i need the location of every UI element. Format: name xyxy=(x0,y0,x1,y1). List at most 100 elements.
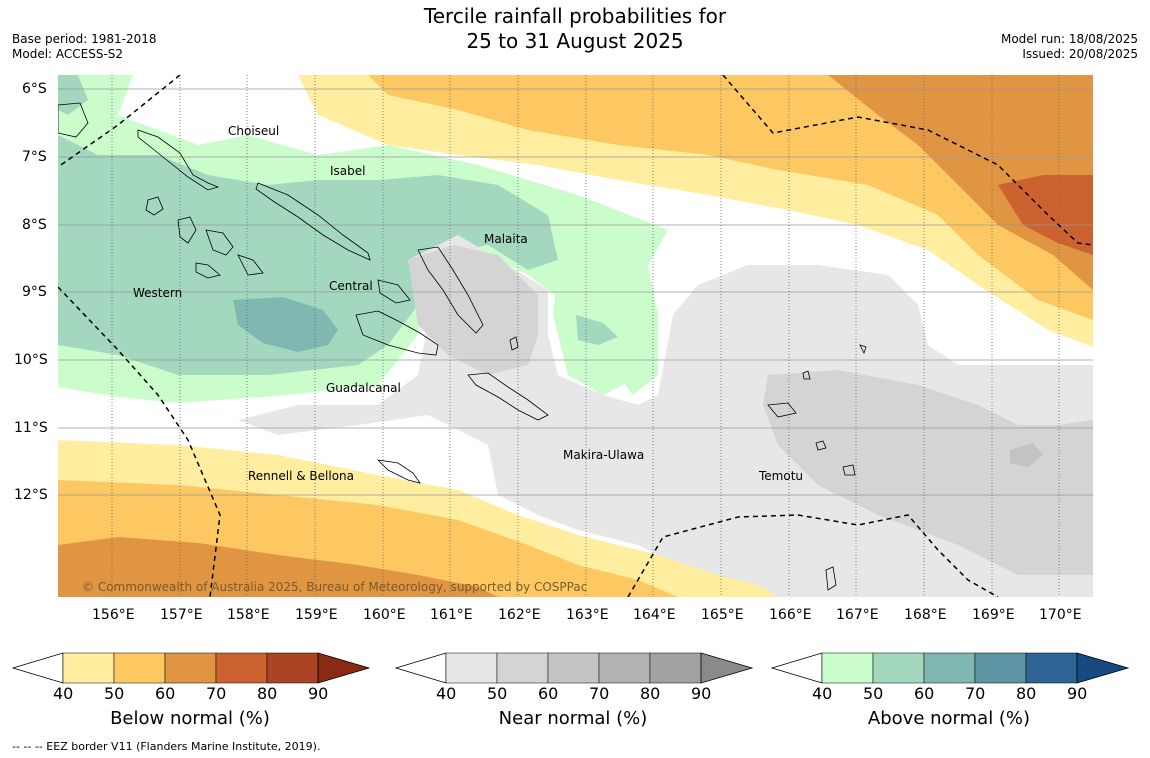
issued-date: Issued: 20/08/2025 xyxy=(1022,47,1138,61)
colorbar-tick-label: 70 xyxy=(965,684,986,703)
lat-label: 10°S xyxy=(14,352,48,368)
lon-label: 159°E xyxy=(295,607,338,623)
colorbar-swatch xyxy=(649,652,702,684)
lat-label: 7°S xyxy=(22,149,47,165)
colorbar-tick-label: 90 xyxy=(691,684,712,703)
rennell-island xyxy=(376,459,421,484)
map-title: Tercile rainfall probabilities for 25 to… xyxy=(0,4,1150,54)
region-label-western: Western xyxy=(133,286,183,300)
colorbar-tick-label: 40 xyxy=(436,684,457,703)
colorbar-under-triangle xyxy=(771,652,823,684)
small-malaita-island xyxy=(509,336,519,351)
colorbar-swatch xyxy=(547,652,600,684)
eez-borders xyxy=(58,75,1093,597)
colorbar-tick-label: 70 xyxy=(589,684,610,703)
near-50-area xyxy=(408,245,538,375)
above-60-area xyxy=(233,297,338,352)
guadalcanal-island xyxy=(355,310,439,356)
map-plot xyxy=(58,75,1093,597)
colorbar-tick-label: 40 xyxy=(812,684,833,703)
colorbar-under-triangle xyxy=(395,652,447,684)
lat-label: 9°S xyxy=(22,284,47,300)
eez-border-nw xyxy=(58,75,181,168)
region-label-guadalcanal: Guadalcanal xyxy=(326,381,401,395)
colorbar-tick-label: 50 xyxy=(487,684,508,703)
santa-cruz-island xyxy=(767,402,797,418)
colorbar-over-triangle xyxy=(700,652,753,684)
lon-label: 160°E xyxy=(363,607,406,623)
reef-islands xyxy=(859,344,867,355)
region-label-choiseul: Choiseul xyxy=(228,124,280,138)
islands xyxy=(58,102,867,591)
below-60-area-north xyxy=(828,75,1093,290)
colorbar-tick-label: 80 xyxy=(257,684,278,703)
choiseul-island xyxy=(137,129,220,191)
colorbar-tick-label: 90 xyxy=(1067,684,1088,703)
lon-label: 161°E xyxy=(430,607,473,623)
malaita-island xyxy=(417,246,484,334)
lon-label: 162°E xyxy=(498,607,541,623)
graticule xyxy=(58,88,1093,496)
lon-label: 157°E xyxy=(160,607,203,623)
colorbar-tick-label: 80 xyxy=(1016,684,1037,703)
region-label-malaita: Malaita xyxy=(484,232,528,246)
colorbar-swatch xyxy=(1025,652,1078,684)
below-70-area-north xyxy=(998,175,1093,255)
model-run: Model run: 18/08/2025 xyxy=(1000,32,1138,46)
below-60-area-ne xyxy=(998,75,1093,105)
lat-label: 11°S xyxy=(14,420,48,436)
eez-border-west xyxy=(58,286,221,597)
utupua-island xyxy=(842,464,856,476)
colorbar-swatch xyxy=(872,652,925,684)
below-60-area-south xyxy=(58,537,498,597)
makira-island xyxy=(467,372,549,421)
lon-label: 163°E xyxy=(566,607,609,623)
duff-island xyxy=(802,370,811,380)
lon-label: 168°E xyxy=(904,607,947,623)
lon-label: 158°E xyxy=(227,607,270,623)
colorbar-0 xyxy=(12,652,370,684)
nw-islet xyxy=(58,102,89,138)
colorbar-under-triangle xyxy=(12,652,64,684)
vella-lavella-island xyxy=(145,196,164,216)
title-line-2: 25 to 31 August 2025 xyxy=(466,29,684,53)
colorbar-swatch xyxy=(598,652,651,684)
colorbar-tick-label: 40 xyxy=(53,684,74,703)
lon-label: 169°E xyxy=(972,607,1015,623)
colorbar-tick-label: 60 xyxy=(538,684,559,703)
vangunu-island xyxy=(237,254,264,276)
meridians xyxy=(111,75,1060,597)
lon-label: 167°E xyxy=(836,607,879,623)
lon-label: 164°E xyxy=(633,607,676,623)
copyright-notice: © Commonwealth of Australia 2025, Bureau… xyxy=(82,580,588,594)
colorbar-tick-label: 50 xyxy=(104,684,125,703)
colorbar-tick-label: 70 xyxy=(206,684,227,703)
colorbar-1 xyxy=(395,652,753,684)
colorbar-swatch xyxy=(496,652,549,684)
tikopia-island xyxy=(825,566,837,591)
lat-label: 8°S xyxy=(22,217,47,233)
eez-border-northeast xyxy=(722,75,1093,246)
colorbar-tick-label: 60 xyxy=(155,684,176,703)
colorbar-over-triangle xyxy=(317,652,370,684)
colorbar-swatch xyxy=(821,652,874,684)
above-50-area-small xyxy=(576,315,618,345)
colorbar-swatch xyxy=(113,652,166,684)
lon-label: 170°E xyxy=(1039,607,1082,623)
lon-label: 156°E xyxy=(92,607,135,623)
colorbar-swatch xyxy=(974,652,1027,684)
lat-label: 12°S xyxy=(14,487,48,503)
title-line-1: Tercile rainfall probabilities for xyxy=(423,4,727,28)
colorbar-title: Below normal (%) xyxy=(110,708,270,729)
colorbar-tick-label: 90 xyxy=(308,684,329,703)
region-label-makira-ulawa: Makira-Ulawa xyxy=(563,448,645,462)
near-50-area-east xyxy=(763,370,1093,575)
meta-right: Model run: 18/08/2025 Issued: 20/08/2025 xyxy=(1001,32,1138,62)
colorbar-swatch xyxy=(215,652,268,684)
eez-footnote: -- -- -- EEZ border V11 (Flanders Marine… xyxy=(12,740,321,753)
base-period: Base period: 1981-2018 xyxy=(12,32,157,46)
colorbar-swatch xyxy=(164,652,217,684)
colorbar-swatch xyxy=(62,652,115,684)
colorbar-title: Above normal (%) xyxy=(867,708,1031,729)
near-60-area xyxy=(1010,443,1043,467)
